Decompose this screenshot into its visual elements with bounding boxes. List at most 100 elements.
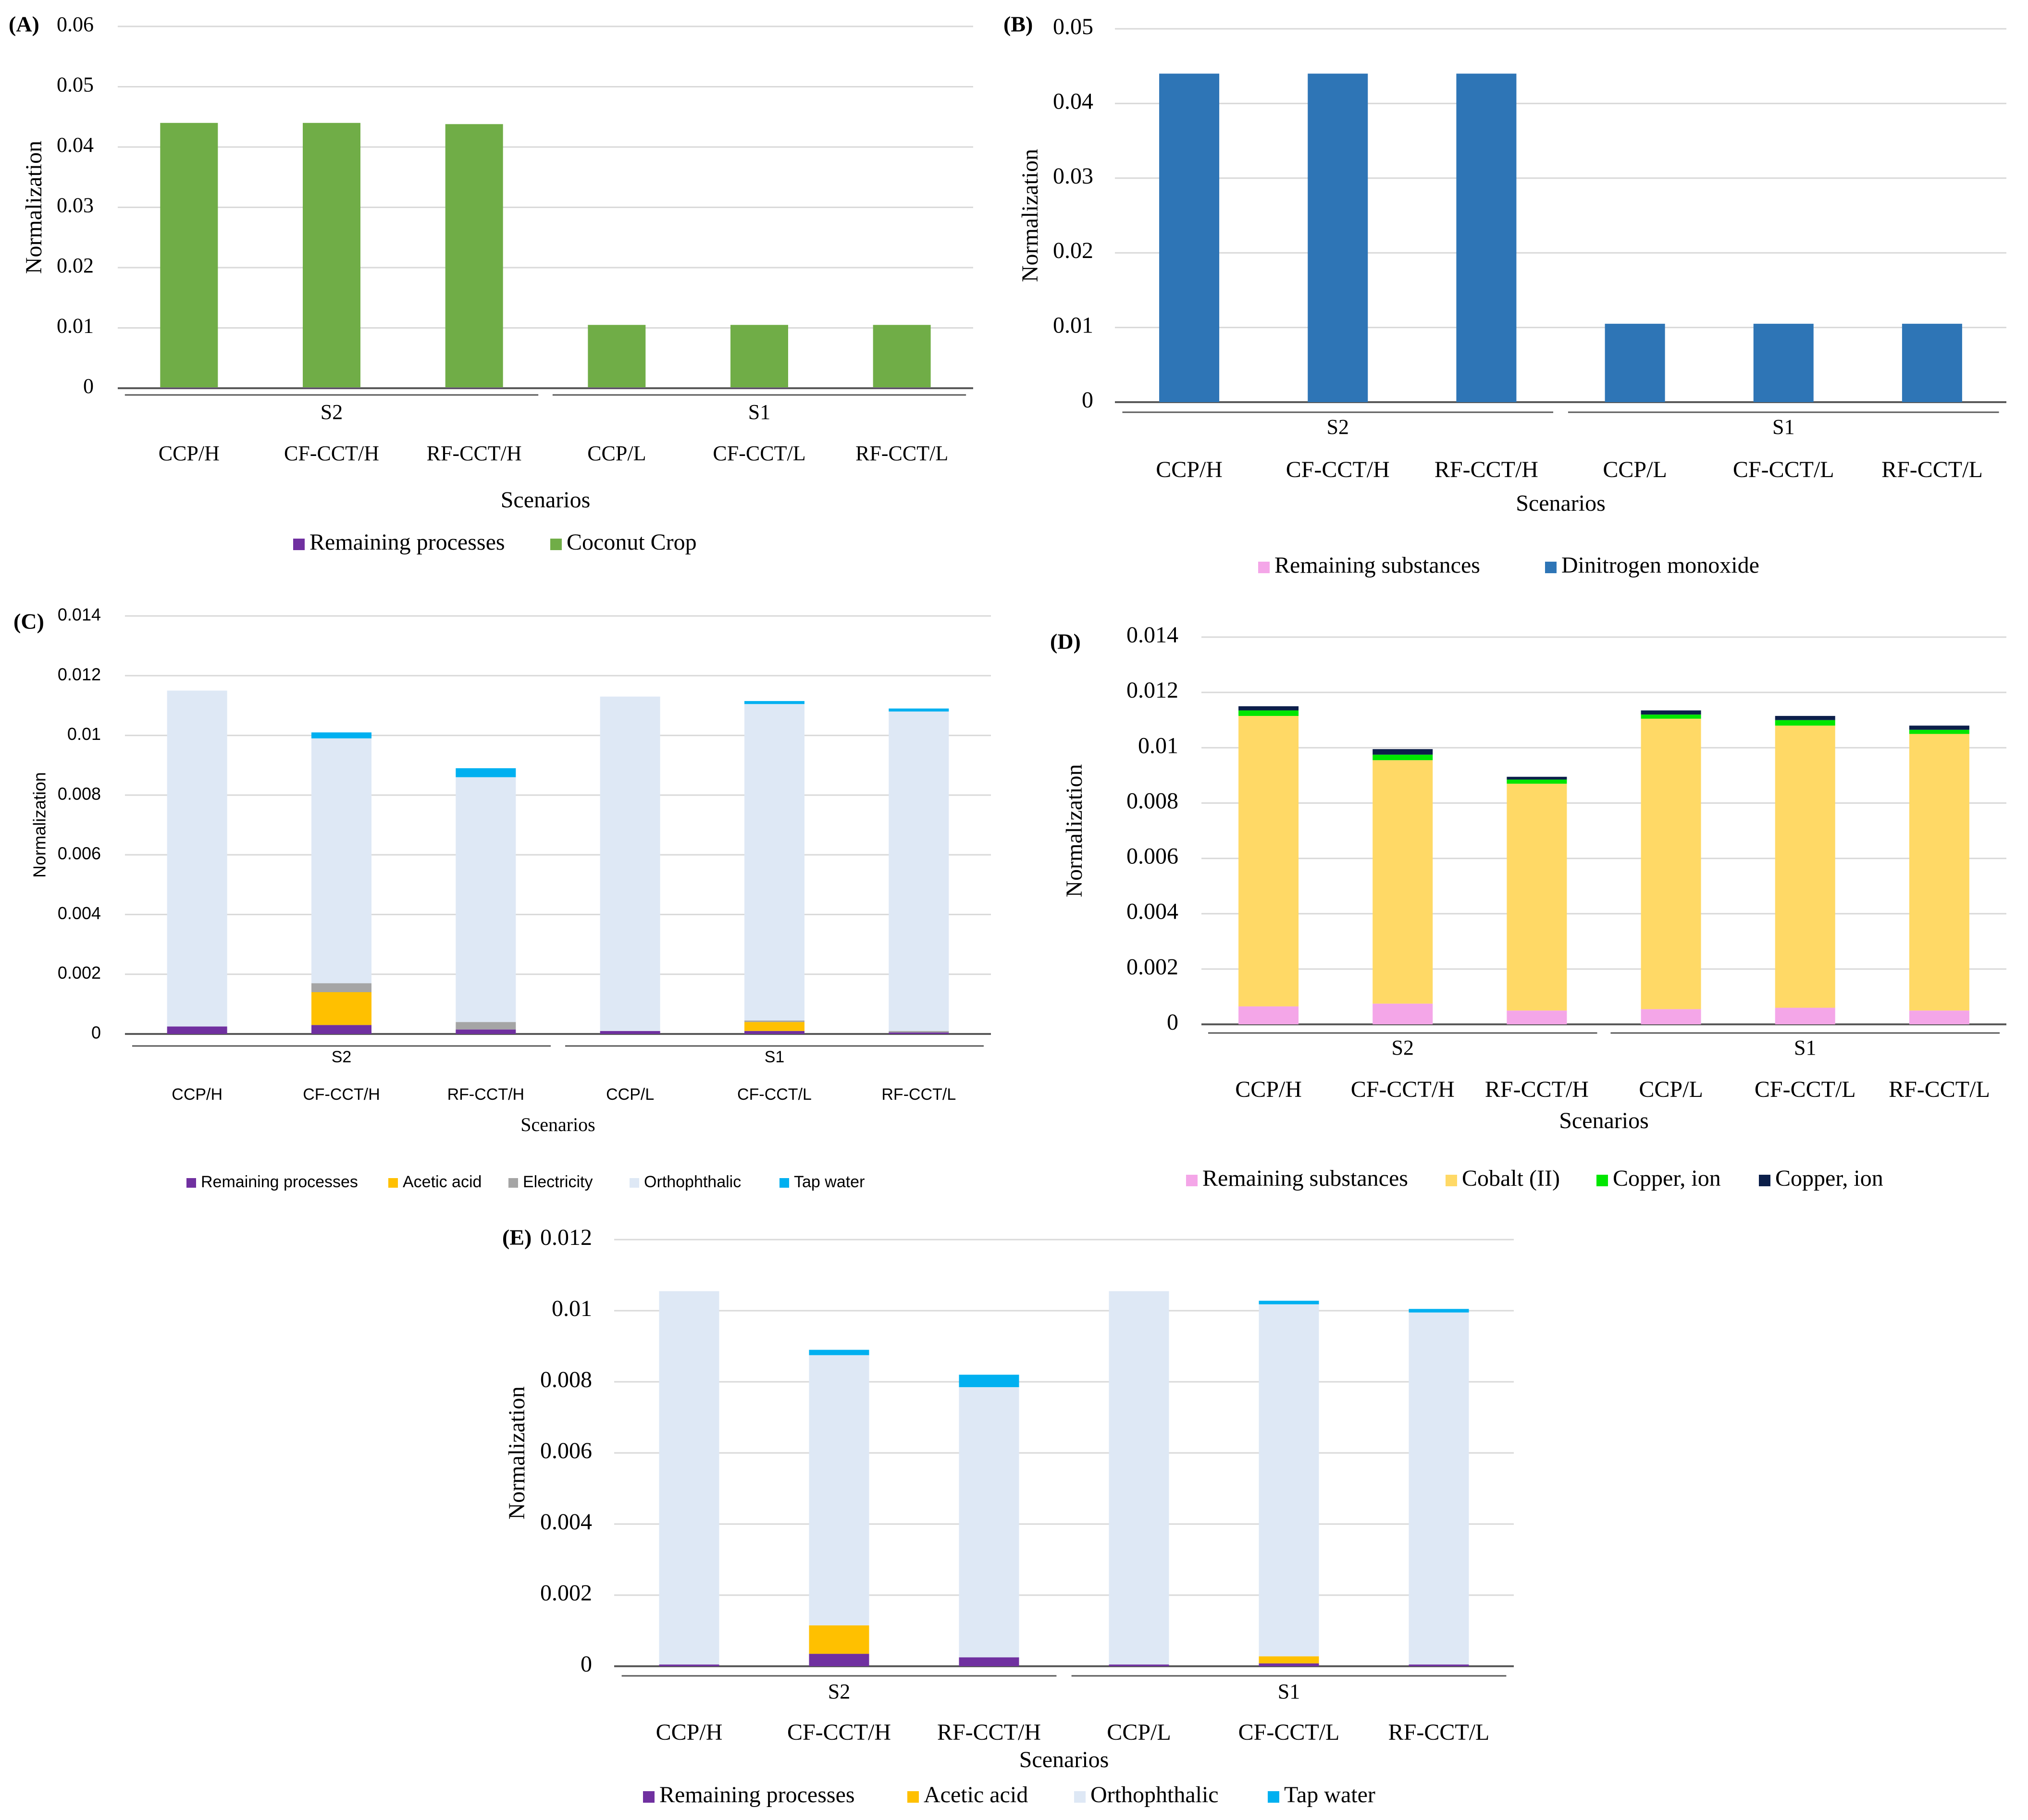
y-tick-label: 0.02: [57, 254, 94, 277]
y-tick-label: 0.03: [1053, 163, 1093, 189]
bar-segment-copper-ion: [1238, 710, 1299, 716]
y-tick-label: 0.01: [67, 724, 101, 744]
legend-label: Dinitrogen monoxide: [1561, 553, 1759, 578]
legend-label: Copper, ion: [1613, 1166, 1721, 1191]
bar-segment-orthophthalic: [1259, 1304, 1319, 1657]
bar-segment-remaining-processes: [959, 1657, 1019, 1666]
legend-swatch: [1446, 1175, 1457, 1186]
x-category-label: CCP/L: [1107, 1720, 1171, 1745]
bar-segment-tap-water: [889, 708, 949, 712]
x-category-label: RF-CCT/L: [1388, 1720, 1490, 1745]
bar-segment-remaining-processes: [311, 1025, 371, 1034]
panel-label: (C): [13, 609, 44, 634]
legend-label: Orthophthalic: [644, 1173, 741, 1191]
bar-segment-remaining-substances: [1641, 1009, 1701, 1024]
group-label: S1: [1794, 1036, 1816, 1059]
chart-panel-b: (B) 0 0.01 0.02 0.03 0.04 0.05 Normalization CCP…: [1003, 12, 2006, 578]
x-category-label: RF-CCT/H: [937, 1720, 1041, 1745]
bar-segment-copper-ion: [1909, 726, 1969, 730]
y-tick-label: 0.006: [58, 844, 101, 863]
bar-segment-tap-water: [1259, 1301, 1319, 1304]
x-category-label: CCP/H: [159, 442, 220, 465]
bar-segment-cobalt-ii-: [1641, 718, 1701, 1009]
bar-segment-remaining-substances: [1373, 1003, 1433, 1024]
legend-label: Remaining substances: [1274, 553, 1480, 578]
bar-segment-dinitrogen-monoxide: [1456, 74, 1517, 403]
y-axis-title: Normalization: [1017, 149, 1043, 282]
legend-swatch: [1545, 562, 1557, 573]
x-category-label: CF-CCT/L: [1238, 1720, 1340, 1745]
bar-segment-cobalt-ii-: [1909, 734, 1969, 1011]
legend-swatch: [293, 539, 305, 550]
y-tick-label: 0.004: [540, 1509, 592, 1535]
y-tick-label: 0.014: [1126, 622, 1178, 648]
legend-label: Copper, ion: [1775, 1166, 1883, 1191]
x-category-label: RF-CCT/H: [1434, 457, 1538, 482]
x-category-label: CF-CCT/L: [1733, 457, 1834, 482]
bar-segment-remaining-processes: [889, 1032, 949, 1034]
x-category-label: CCP/L: [1603, 457, 1667, 482]
bar-segment-copper-ion: [1238, 706, 1299, 711]
bar-segment-cobalt-ii-: [1775, 726, 1835, 1008]
group-label: S2: [1392, 1036, 1414, 1059]
bar-segment-copper-ion: [1909, 729, 1969, 734]
bar-segment-remaining-processes: [1109, 1664, 1169, 1666]
legend-swatch: [1186, 1175, 1198, 1186]
y-tick-label: 0.01: [1138, 733, 1178, 758]
bar-segment-remaining-processes: [1259, 1663, 1319, 1666]
bar-segment-remaining-substances: [1238, 1006, 1299, 1024]
group-label: S2: [1327, 415, 1349, 439]
bar-segment-acetic-acid: [1259, 1656, 1319, 1664]
bar-segment-orthophthalic: [311, 738, 371, 984]
legend-label: Cobalt (II): [1462, 1166, 1560, 1191]
legend-swatch: [550, 539, 562, 550]
legend-swatch: [508, 1178, 518, 1188]
x-category-label: CF-CCT/H: [284, 442, 379, 465]
bar-segment-dinitrogen-monoxide: [1605, 323, 1665, 402]
x-category-label: CF-CCT/H: [1286, 457, 1390, 482]
legend-label: Acetic acid: [403, 1173, 482, 1191]
x-category-label: RF-CCT/H: [427, 442, 522, 465]
bar-segment-orthophthalic: [744, 704, 804, 1021]
y-tick-label: 0.012: [540, 1225, 592, 1250]
y-tick-label: 0: [83, 374, 94, 398]
bar-segment-remaining-processes: [456, 1029, 516, 1034]
legend-swatch: [779, 1178, 789, 1188]
x-category-label: RF-CCT/L: [881, 1085, 956, 1104]
x-category-label: CCP/H: [1235, 1077, 1302, 1102]
bar-segment-remaining-substances: [1775, 1008, 1835, 1024]
x-axis-title: Scenarios: [520, 1114, 595, 1135]
bar-segment-acetic-acid: [311, 992, 371, 1025]
bar-segment-dinitrogen-monoxide: [1308, 74, 1368, 403]
x-category-label: RF-CCT/H: [1485, 1077, 1589, 1102]
y-tick-label: 0.05: [1053, 14, 1093, 39]
bar-segment-copper-ion: [1775, 716, 1835, 720]
bar-segment-dinitrogen-monoxide: [1159, 74, 1220, 403]
x-category-label: CCP/L: [606, 1085, 654, 1104]
bar-segment-acetic-acid: [744, 1022, 804, 1031]
legend-label: Tap water: [794, 1173, 865, 1191]
y-tick-label: 0.01: [57, 314, 94, 338]
bar-segment-copper-ion: [1641, 714, 1701, 719]
legend-swatch: [186, 1178, 196, 1188]
y-tick-label: 0.04: [1053, 88, 1093, 114]
bar-segment-cobalt-ii-: [1373, 760, 1433, 1004]
group-label: S1: [1278, 1680, 1300, 1703]
panel-label: (A): [9, 12, 39, 37]
bar-segment-electricity: [456, 1022, 516, 1030]
x-category-label: CCP/L: [1639, 1077, 1703, 1102]
x-category-label: CF-CCT/L: [737, 1085, 812, 1104]
bar-segment-cobalt-ii-: [1507, 784, 1567, 1011]
legend-label: Remaining substances: [1202, 1166, 1408, 1191]
bar-segment-coconut-crop: [303, 123, 360, 388]
legend-swatch: [643, 1791, 655, 1803]
chart-panel-c: (C) 0 0.002 0.004 0.006 0.008 0.01 0.012 0.014 No…: [13, 605, 991, 1191]
y-tick-label: 0.012: [58, 664, 101, 684]
x-category-label: CCP/H: [172, 1085, 223, 1104]
bar-segment-copper-ion: [1373, 754, 1433, 761]
bar-segment-remaining-processes: [809, 1654, 869, 1666]
y-tick-label: 0.006: [540, 1438, 592, 1463]
bar-segment-dinitrogen-monoxide: [1902, 323, 1962, 402]
legend-label: Remaining processes: [659, 1782, 855, 1808]
bar-segment-orthophthalic: [167, 690, 227, 1027]
